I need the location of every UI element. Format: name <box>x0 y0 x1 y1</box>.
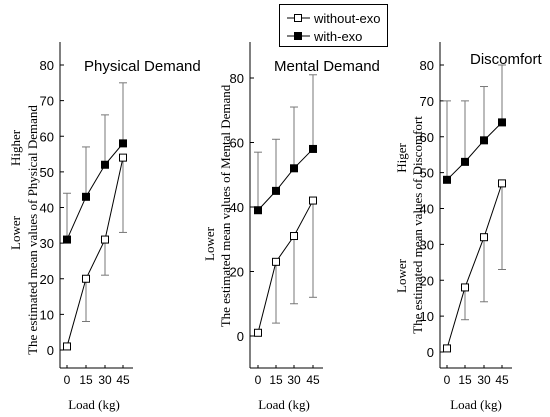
x-tick-label: 45 <box>306 373 320 387</box>
data-point <box>101 235 109 244</box>
data-point <box>63 342 71 351</box>
x-tick-label: 45 <box>495 373 509 387</box>
data-point <box>290 164 298 173</box>
data-point <box>119 153 127 162</box>
data-point <box>254 328 262 337</box>
x-tick-label: 15 <box>458 373 472 387</box>
legend: without-exo with-exo <box>279 4 388 47</box>
xlabel: Load (kg) <box>258 397 310 412</box>
data-point <box>290 232 298 241</box>
x-tick-label: 30 <box>477 373 491 387</box>
series-line <box>257 148 314 211</box>
series-line <box>257 200 314 333</box>
legend-marker-without-exo <box>294 14 302 22</box>
y-tick-label: 40 <box>420 202 434 217</box>
data-point <box>119 139 127 148</box>
y-tick-label: 0 <box>47 343 54 358</box>
series-with-exo <box>63 82 127 244</box>
ylabel-higher: Higher <box>8 129 23 166</box>
y-tick-label: 60 <box>40 129 54 144</box>
data-point <box>309 144 317 153</box>
data-point <box>443 344 451 353</box>
panel-discomfort: Discomfort Higer Lower The estimated mea… <box>394 42 543 412</box>
x-tick-label: 0 <box>444 373 451 387</box>
data-point <box>309 196 317 205</box>
x-tick-label: 0 <box>255 373 262 387</box>
data-point <box>498 179 506 188</box>
y-tick-label: 80 <box>420 58 434 73</box>
ylabel-lower: Lower <box>8 215 23 250</box>
data-point <box>461 157 469 166</box>
y-tick-label: 80 <box>230 71 244 86</box>
y-tick-label: 60 <box>420 130 434 145</box>
data-point <box>254 206 262 215</box>
legend-marker-with-exo <box>294 32 302 40</box>
y-tick-label: 10 <box>420 309 434 324</box>
y-tick-label: 0 <box>237 329 244 344</box>
series-without-exo <box>443 179 506 353</box>
data-point <box>498 118 506 127</box>
legend-label-with-exo: with-exo <box>313 29 362 44</box>
panel-physical-demand: Physical Demand Higher Lower The estimat… <box>8 42 201 412</box>
y-tick-label: 50 <box>40 165 54 180</box>
y-tick-label: 30 <box>40 236 54 251</box>
x-tick-label: 15 <box>79 373 93 387</box>
data-point <box>63 235 71 244</box>
legend-label-without-exo: without-exo <box>313 11 380 26</box>
ylabel: The estimated mean values of Discomfort <box>410 116 425 334</box>
series-line <box>66 143 124 240</box>
y-tick-label: 20 <box>420 273 434 288</box>
x-tick-label: 45 <box>116 373 130 387</box>
ylabel: The estimated mean values of Mental Dema… <box>218 84 233 327</box>
y-tick-label: 70 <box>40 94 54 109</box>
data-point <box>443 175 451 184</box>
y-tick-label: 40 <box>40 201 54 216</box>
data-point <box>461 283 469 292</box>
data-point <box>272 186 280 195</box>
data-point <box>101 160 109 169</box>
y-tick-label: 20 <box>40 272 54 287</box>
series-line <box>446 183 503 349</box>
ylabel-lower: Lower <box>202 226 217 261</box>
data-point <box>272 257 280 266</box>
panel-title: Mental Demand <box>274 58 380 75</box>
xlabel: Load (kg) <box>450 397 502 412</box>
data-point <box>480 136 488 145</box>
y-tick-label: 0 <box>427 345 434 360</box>
y-tick-label: 80 <box>40 58 54 73</box>
y-tick-label: 40 <box>230 200 244 215</box>
ylabel-lower: Lower <box>394 258 409 293</box>
x-tick-label: 0 <box>64 373 71 387</box>
xlabel: Load (kg) <box>68 397 120 412</box>
panel-title: Discomfort <box>470 51 543 68</box>
series-with-exo <box>443 64 506 184</box>
series-line <box>446 122 503 181</box>
data-point <box>82 274 90 283</box>
series-without-exo <box>254 196 317 337</box>
y-tick-label: 30 <box>420 237 434 252</box>
x-tick-label: 30 <box>98 373 112 387</box>
panel-title: Physical Demand <box>84 58 201 75</box>
data-point <box>480 233 488 242</box>
ylabel: The estimated mean values of Physical De… <box>25 105 40 355</box>
series-with-exo <box>254 74 317 215</box>
x-tick-label: 15 <box>269 373 283 387</box>
ylabel-higher: Higer <box>394 143 409 173</box>
y-tick-label: 20 <box>230 265 244 280</box>
x-tick-label: 30 <box>287 373 301 387</box>
series-line <box>66 157 124 347</box>
y-tick-label: 60 <box>230 136 244 151</box>
y-tick-label: 50 <box>420 166 434 181</box>
y-tick-label: 10 <box>40 307 54 322</box>
series-without-exo <box>63 153 127 351</box>
y-tick-label: 70 <box>420 94 434 109</box>
panel-mental-demand: Mental Demand Lower The estimated mean v… <box>202 42 380 412</box>
data-point <box>82 192 90 201</box>
